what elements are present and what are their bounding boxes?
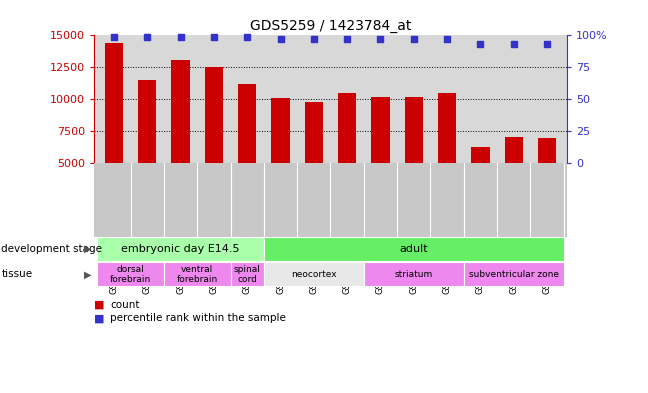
Bar — [138, 80, 156, 228]
Text: ■: ■ — [94, 313, 104, 323]
Point — [409, 36, 419, 42]
Text: percentile rank within the sample: percentile rank within the sample — [110, 313, 286, 323]
Bar — [438, 93, 456, 228]
Point — [242, 33, 252, 40]
Text: development stage: development stage — [1, 244, 102, 254]
Point — [509, 41, 519, 48]
Bar — [338, 93, 356, 228]
Bar — [105, 43, 123, 228]
Bar — [164, 262, 231, 286]
Point — [209, 33, 219, 40]
Title: GDS5259 / 1423784_at: GDS5259 / 1423784_at — [249, 19, 411, 33]
Point — [342, 36, 353, 42]
Bar — [264, 237, 564, 261]
Text: embryonic day E14.5: embryonic day E14.5 — [121, 244, 240, 254]
Bar — [464, 262, 564, 286]
Text: tissue: tissue — [1, 269, 32, 279]
Bar — [272, 98, 290, 228]
Bar — [371, 97, 389, 228]
Text: striatum: striatum — [395, 270, 433, 279]
Text: count: count — [110, 299, 140, 310]
Point — [176, 33, 186, 40]
Bar — [538, 138, 556, 228]
Point — [442, 36, 452, 42]
Point — [109, 33, 119, 40]
Bar — [231, 262, 264, 286]
Text: ■: ■ — [94, 299, 104, 310]
Bar — [364, 262, 464, 286]
Bar — [264, 262, 364, 286]
Text: ▶: ▶ — [84, 244, 92, 254]
Point — [142, 33, 152, 40]
Point — [308, 36, 319, 42]
Point — [375, 36, 386, 42]
Text: ▶: ▶ — [84, 269, 92, 279]
Bar — [404, 97, 423, 228]
Point — [542, 41, 552, 48]
Text: neocortex: neocortex — [291, 270, 337, 279]
Point — [475, 41, 485, 48]
Text: adult: adult — [399, 244, 428, 254]
Text: ventral
forebrain: ventral forebrain — [177, 264, 218, 284]
Bar — [471, 147, 489, 228]
Point — [275, 36, 286, 42]
Bar — [305, 102, 323, 228]
Bar — [238, 84, 257, 228]
Text: dorsal
forebrain: dorsal forebrain — [110, 264, 151, 284]
Bar — [505, 136, 523, 228]
Text: subventricular zone: subventricular zone — [469, 270, 559, 279]
Bar — [97, 262, 164, 286]
Text: spinal
cord: spinal cord — [234, 264, 260, 284]
Bar — [205, 67, 223, 228]
Bar — [172, 60, 190, 228]
Bar — [97, 237, 264, 261]
